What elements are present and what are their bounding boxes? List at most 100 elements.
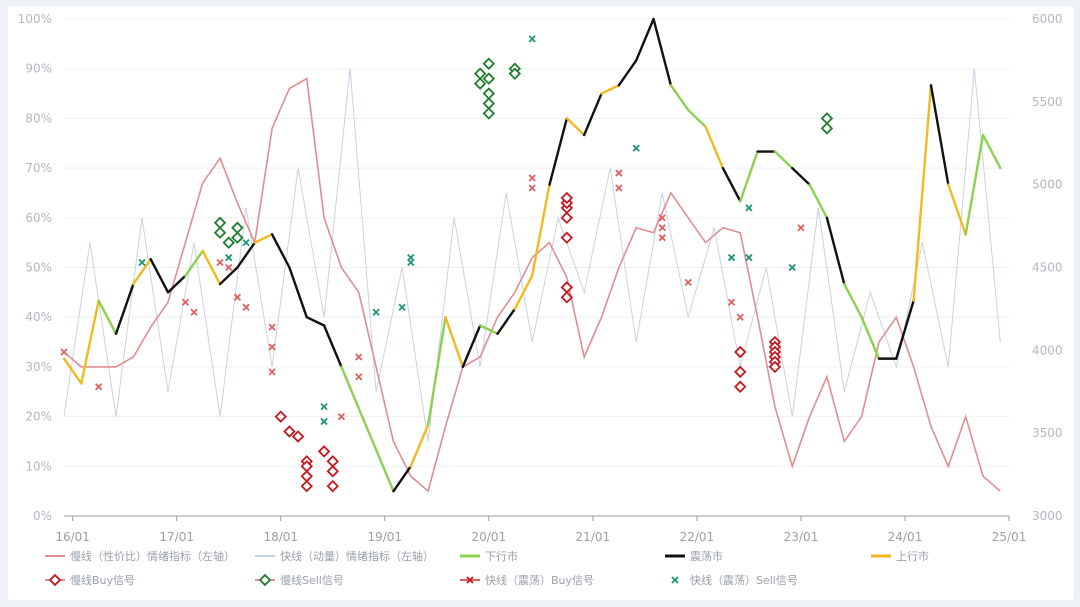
signal-markers: [60, 35, 834, 493]
legend-label-slow: 慢线（性价比）情绪指标（左轴）: [70, 549, 235, 563]
slow-sell-marker: [231, 221, 244, 234]
market-segment-range: [929, 84, 950, 186]
slow-line: [63, 77, 1001, 493]
market-segment-down: [964, 133, 985, 236]
market-segment-range: [166, 274, 187, 294]
slow-buy-marker: [291, 430, 305, 443]
x-tick-label: 23/01: [784, 530, 819, 544]
fast-buy-marker: [658, 224, 666, 232]
y-right-tick-label: 3000: [1032, 509, 1063, 523]
y-left-tick-label: 90%: [25, 62, 52, 76]
market-segment-range: [305, 316, 326, 327]
fast-buy-marker: [337, 412, 346, 421]
market-segment-down: [184, 249, 204, 277]
legend-label-range: 震荡市: [690, 549, 723, 563]
slow-sell-marker: [482, 72, 496, 85]
fast-buy-marker: [736, 313, 744, 321]
market-segment-down: [860, 316, 881, 360]
market-segment-down: [981, 133, 1002, 170]
fast-buy-marker: [181, 298, 190, 306]
fast-buy-marker: [268, 368, 276, 376]
slow-buy-marker: [283, 425, 296, 438]
market-segment-range: [270, 233, 291, 269]
slow-buy-marker: [560, 291, 574, 304]
legend-item-down[interactable]: 下行市: [460, 549, 518, 563]
slow-buy-marker: [560, 191, 574, 205]
x-tick-label: 21/01: [576, 530, 611, 544]
y-right-tick-label: 6000: [1032, 12, 1063, 26]
market-segment-down: [843, 282, 863, 319]
slow-buy-marker: [326, 465, 339, 478]
sentiment-chart: 0% 10% 20% 30% 40% 50% 60% 70% 80% 90% 100% 3000 350…: [18, 12, 1063, 587]
fast-sell-marker: [407, 258, 415, 267]
slow-sell-marker: [482, 107, 496, 120]
x-tick-label: 18/01: [263, 530, 298, 544]
slow-sell-marker: [482, 57, 496, 70]
market-segment-down: [773, 150, 794, 170]
fast-sell-marker: [225, 253, 233, 262]
fast-buy-marker: [615, 184, 623, 192]
fast-sell-marker: [398, 303, 406, 311]
fast-sell-marker: [632, 144, 640, 152]
slow-sell-marker: [473, 77, 487, 90]
y-right-tick-label: 5000: [1032, 178, 1063, 192]
y-left-tick-label: 100%: [18, 12, 52, 26]
fast-sell-marker: [320, 417, 328, 426]
legend-item-fast-sell[interactable]: 快线（震荡）Sell信号: [671, 573, 798, 587]
market-segment-down: [739, 150, 759, 203]
y-left-tick-label: 10%: [25, 459, 52, 473]
y-right-tick-label: 4500: [1032, 261, 1063, 275]
market-segment-down: [478, 324, 499, 335]
legend-item-up[interactable]: 上行市: [871, 549, 929, 563]
slow-sell-marker: [231, 231, 244, 244]
slow-sell-marker: [222, 236, 235, 249]
slow-buy-marker: [317, 445, 331, 458]
slow-buy-marker: [300, 470, 313, 483]
market-segment-range: [322, 324, 343, 369]
y-left-tick-label: 0%: [33, 509, 52, 523]
market-segment-range: [825, 216, 846, 286]
fast-buy-marker: [225, 263, 233, 272]
market-segment-range: [635, 17, 655, 62]
slow-buy-marker: [300, 460, 313, 473]
legend-item-fast[interactable]: 快线（动量）情绪指标（左轴）: [255, 549, 434, 563]
market-segment-range: [582, 92, 603, 137]
legend-item-slow-buy[interactable]: 慢线Buy信号: [45, 573, 135, 587]
legend-item-range[interactable]: 震荡市: [665, 549, 723, 563]
legend-item-fast-buy[interactable]: 快线（震荡）Buy信号: [460, 573, 594, 587]
slow-buy-marker: [734, 365, 747, 379]
market-segment-down: [357, 407, 378, 451]
market-segment-down: [669, 84, 690, 112]
market-segment-up: [600, 84, 621, 95]
y-left-tick-label: 80%: [25, 111, 52, 125]
market-segment-down: [97, 299, 118, 335]
fast-sell-marker: [745, 253, 753, 262]
market-line-layer: [62, 17, 1002, 493]
market-segment-up: [912, 84, 933, 302]
x-tick-label: 25/01: [992, 530, 1027, 544]
slow-sell-marker: [473, 67, 487, 80]
market-segment-down: [808, 183, 829, 220]
slow-sell-marker: [508, 67, 522, 80]
fast-line-layer: [63, 68, 1001, 442]
market-segment-range: [652, 17, 673, 87]
fast-buy-marker: [727, 298, 736, 306]
fast-buy-marker: [355, 353, 363, 361]
legend-label-fast-sell: 快线（震荡）Sell信号: [690, 573, 798, 587]
market-segment-range: [721, 166, 742, 203]
fast-sell-marker: [788, 263, 796, 272]
fast-sell-marker: [320, 403, 328, 411]
y-right-tick-label: 5500: [1032, 95, 1063, 109]
market-segment-down: [374, 448, 395, 493]
market-segment-range: [288, 266, 308, 319]
fast-buy-marker: [528, 184, 536, 192]
legend-label-slow-buy: 慢线Buy信号: [70, 573, 135, 587]
market-segment-range: [791, 166, 811, 186]
fast-buy-marker: [216, 258, 224, 267]
market-segment-up: [947, 183, 967, 236]
legend-item-slow-sell[interactable]: 慢线Sell信号: [255, 573, 344, 587]
y-left-tick-label: 70%: [25, 161, 52, 175]
market-segment-range: [218, 266, 239, 286]
market-segment-range: [617, 59, 638, 87]
legend-item-slow[interactable]: 慢线（性价比）情绪指标（左轴）: [45, 549, 235, 563]
